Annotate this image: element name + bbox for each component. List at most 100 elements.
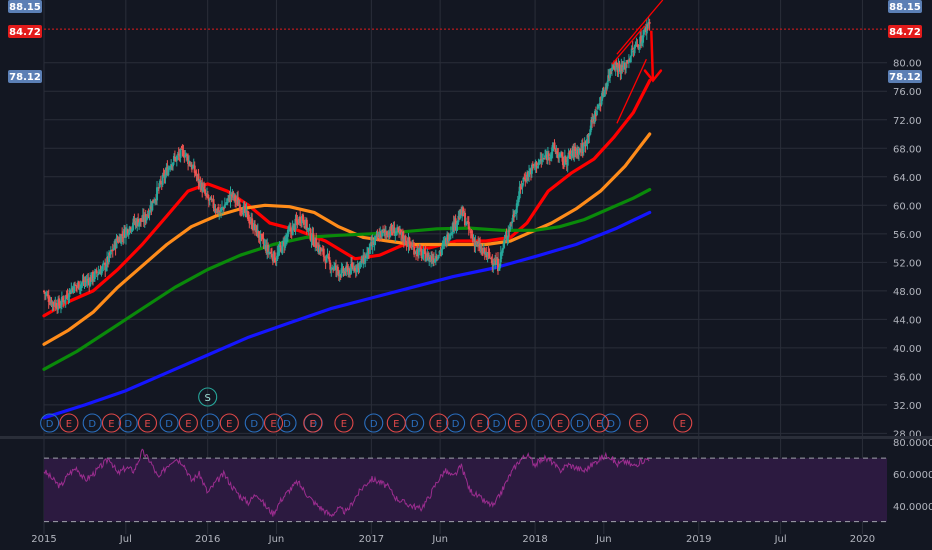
earnings-marker-circle [334, 413, 354, 433]
earnings-marker-label: E [635, 419, 641, 430]
earnings-marker[interactable]: E [470, 413, 490, 433]
candle-body [210, 198, 213, 201]
candle-body [629, 56, 632, 63]
candle-body [498, 263, 501, 269]
earnings-marker[interactable]: E [137, 413, 158, 433]
candle-body [167, 168, 170, 176]
dividend-marker-circle [364, 413, 384, 433]
earnings-marker[interactable]: E [263, 413, 284, 433]
split-marker[interactable]: S [198, 387, 218, 407]
candle-body [340, 268, 343, 277]
candle-body [431, 256, 434, 261]
candle-body [151, 200, 154, 211]
dividend-marker-circle [486, 413, 507, 433]
candle-body [277, 251, 280, 254]
candle-body [309, 228, 312, 241]
dividend-marker[interactable]: D [277, 413, 297, 433]
candle-body [205, 193, 208, 195]
dividend-marker-label: D [165, 419, 173, 430]
candle-body [342, 268, 345, 274]
x-tick-label: 2018 [522, 534, 547, 545]
candle-body [596, 104, 599, 110]
earnings-marker[interactable]: E [219, 413, 239, 433]
earnings-marker[interactable]: E [334, 413, 354, 433]
dividend-marker[interactable]: D [244, 413, 264, 433]
candle-body [634, 44, 637, 47]
dividend-marker-label: D [206, 419, 214, 430]
candle-body [197, 173, 200, 183]
candle-body [464, 212, 467, 226]
candle-body [374, 236, 377, 241]
earnings-marker[interactable]: E [673, 413, 693, 433]
candle-body [419, 247, 422, 251]
candle-body [561, 152, 564, 157]
candle-body [124, 229, 127, 238]
candle-body [331, 267, 334, 269]
candle-body [640, 35, 643, 44]
candle-body [610, 67, 613, 72]
candle-body [373, 239, 376, 245]
candle-body [329, 262, 332, 270]
dividend-marker[interactable]: D [159, 413, 179, 433]
candle-body [194, 171, 197, 175]
candle-body [477, 241, 480, 245]
candle-body [121, 234, 124, 236]
dividend-marker[interactable]: D [40, 413, 60, 433]
candle-body [466, 221, 469, 223]
dividend-marker[interactable]: D [405, 413, 425, 433]
earnings-marker[interactable]: E [629, 413, 649, 433]
candle-body [631, 48, 634, 50]
dividend-marker[interactable]: D [446, 413, 466, 433]
dividend-marker[interactable]: D [200, 413, 220, 433]
y-tick-label: 64.00 [893, 173, 922, 184]
dividend-marker[interactable]: D [601, 413, 621, 433]
earnings-marker[interactable]: E [386, 413, 406, 433]
candle-body [497, 268, 500, 271]
dividend-marker[interactable]: D [118, 413, 138, 433]
price-tag-low-left: 78.12 [8, 70, 42, 83]
candle-body [330, 268, 333, 271]
candle-body [156, 188, 159, 190]
candle-body [368, 243, 371, 254]
earnings-marker-label: E [477, 419, 483, 430]
earnings-marker-label: E [514, 419, 520, 430]
earnings-marker[interactable]: E [59, 413, 79, 433]
dividend-marker-circle [118, 413, 138, 433]
candle-body [465, 221, 468, 225]
candle-body [550, 152, 553, 155]
wedge-line [616, 58, 647, 124]
dividend-marker[interactable]: D [570, 413, 590, 433]
candle-body [291, 225, 294, 236]
earnings-marker-circle [550, 413, 570, 433]
candle-body [646, 24, 649, 26]
candle-body [87, 279, 90, 281]
candle-body [320, 249, 323, 252]
earnings-marker[interactable]: E [178, 413, 198, 433]
x-tick-label: 2016 [195, 534, 220, 545]
y-tick-label: 68.00 [893, 144, 922, 155]
dividend-marker[interactable]: D [486, 413, 507, 433]
earnings-marker[interactable]: E [303, 413, 323, 433]
dividend-marker[interactable]: D [531, 413, 551, 433]
earnings-marker[interactable]: E [589, 413, 609, 433]
candle-body [346, 266, 349, 268]
earnings-marker[interactable]: E [101, 413, 122, 433]
earnings-marker[interactable]: E [429, 413, 449, 433]
candle-body [399, 229, 402, 235]
dividend-marker[interactable]: D [364, 413, 384, 433]
y-tick-label: 48.00 [893, 287, 922, 298]
candle-body [182, 150, 185, 157]
candle-body [80, 282, 83, 285]
earnings-marker[interactable]: E [507, 413, 527, 433]
dividend-marker[interactable]: D [82, 413, 102, 433]
candle-body [158, 180, 161, 188]
candle-body [437, 254, 440, 259]
earnings-marker[interactable]: E [550, 413, 570, 433]
y-tick-label: 72.00 [893, 116, 922, 127]
candle-body [111, 249, 114, 251]
x-tick-label: 2015 [31, 534, 56, 545]
candle-body [588, 134, 591, 137]
candle-body [58, 298, 61, 306]
earnings-marker-label: E [144, 419, 150, 430]
